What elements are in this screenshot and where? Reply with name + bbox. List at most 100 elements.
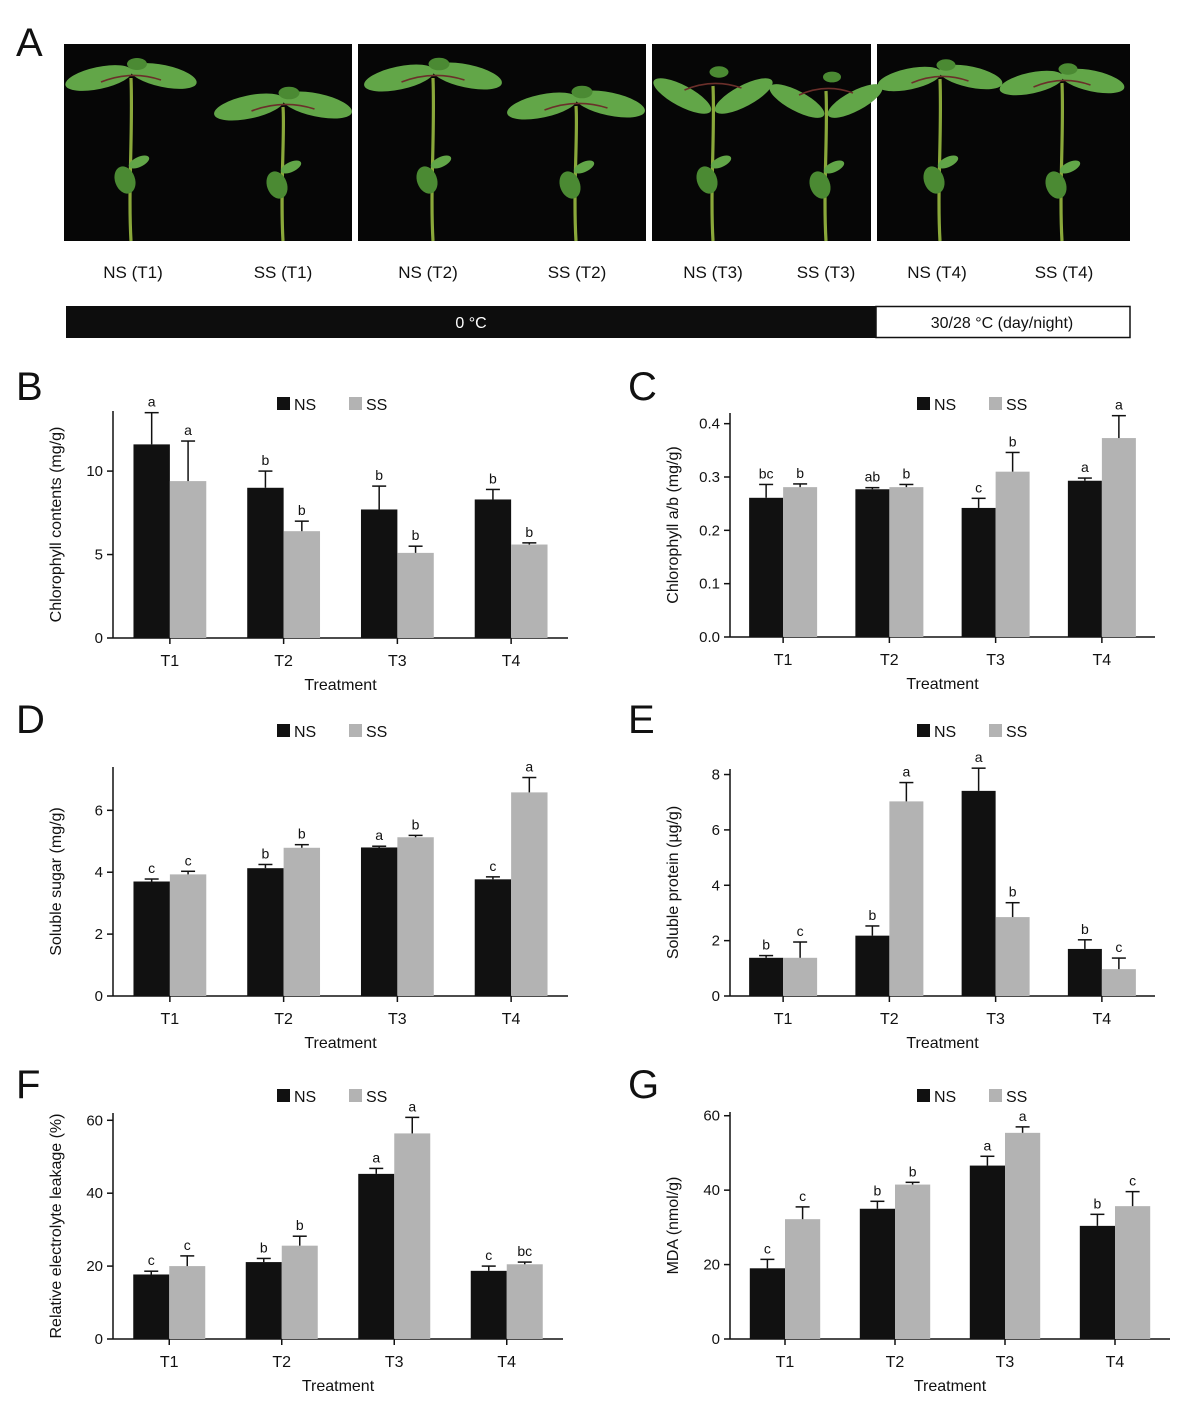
bar-ss-t2: [889, 487, 924, 637]
bar-ss-t1: [169, 874, 207, 996]
significance-label: b: [762, 937, 770, 953]
bar-ns-t3: [360, 847, 398, 996]
seedling-bud: [571, 85, 593, 99]
x-tick-label: T2: [274, 653, 293, 670]
y-tick-label: 0.1: [699, 576, 720, 593]
significance-label: c: [148, 1252, 155, 1268]
y-tick-label: 0: [95, 630, 103, 647]
bar-ns-t4: [1067, 480, 1102, 637]
significance-label: c: [489, 858, 496, 874]
legend-label-ss: SS: [366, 1089, 387, 1106]
bar-ss-t2: [281, 1245, 318, 1339]
legend-swatch-ns: [277, 397, 290, 410]
significance-label: bc: [517, 1243, 532, 1259]
seedling-bud: [1058, 63, 1078, 75]
seedling-illustrations: [65, 57, 1125, 242]
bar-ns-t4: [474, 879, 512, 996]
seedling: [214, 86, 352, 242]
panel-e: E 0 2 4 6 8 Soluble protein (µg/g) T1 b c T2 b a T3 a b…: [628, 698, 1155, 1052]
y-axis-title: Chlorophyll contents (mg/g): [48, 427, 65, 623]
significance-label: c: [184, 1237, 191, 1253]
significance-label: c: [485, 1247, 492, 1263]
panel-a: A NS (T1) SS (T1) NS (T2) SS (T2) NS (T3…: [16, 21, 1131, 339]
significance-label: b: [1081, 921, 1089, 937]
legend-label-ns: NS: [934, 1089, 956, 1106]
seedling-petiole: [1033, 79, 1091, 88]
bar-ns-t2: [855, 489, 890, 637]
panel-letter: D: [16, 698, 45, 742]
seedling-leaf: [877, 66, 941, 92]
y-tick-label: 2: [95, 926, 103, 943]
significance-label: bc: [759, 465, 774, 481]
x-tick-label: T2: [880, 1011, 899, 1028]
legend-swatch-ns: [917, 1089, 930, 1102]
bar-ns-t4: [474, 499, 512, 638]
y-tick-label: 60: [703, 1108, 720, 1125]
significance-label: c: [797, 923, 804, 939]
seedling-petiole: [684, 82, 742, 91]
bar-ss-t1: [169, 481, 207, 638]
seedling-leaf: [769, 84, 825, 118]
bar-ns-t3: [358, 1173, 395, 1339]
seedling-leaf: [653, 78, 712, 114]
bar-ss-t1: [169, 1266, 206, 1339]
seedling-petiole: [911, 75, 969, 84]
seedling-cotyledon: [128, 155, 150, 169]
seedling-stem: [710, 85, 716, 242]
photo-label-ss-t2: SS (T2): [548, 263, 607, 282]
significance-label: a: [902, 764, 910, 780]
seedling-stem: [823, 90, 829, 242]
bar-ns-t2: [245, 1262, 282, 1339]
bar-ns-t4: [1067, 948, 1102, 996]
significance-label: b: [874, 1182, 882, 1198]
seedling-leaf: [827, 84, 883, 118]
legend-swatch-ns: [917, 397, 930, 410]
legend-label-ss: SS: [1006, 1089, 1027, 1106]
seedling-cotyledon: [559, 171, 581, 199]
x-tick-label: T4: [1093, 652, 1112, 669]
bar-ss-t4: [511, 792, 548, 996]
significance-label: a: [148, 394, 156, 410]
significance-label: b: [298, 826, 306, 842]
photo-label-ns-t1: NS (T1): [103, 263, 163, 282]
seedling-leaf: [714, 78, 773, 114]
bar-ss-t2: [895, 1184, 931, 1339]
significance-label: b: [296, 1217, 304, 1233]
y-axis-title: Soluble protein (µg/g): [665, 806, 682, 959]
y-tick-label: 0: [95, 1331, 103, 1348]
x-axis-title: Treatment: [304, 1035, 377, 1052]
seedling-cotyledon: [280, 160, 302, 174]
significance-label: b: [489, 470, 497, 486]
y-tick-label: 0.0: [699, 629, 720, 646]
seedling-petiole: [401, 74, 465, 83]
seedling-petiole: [544, 102, 608, 111]
seedling-cotyledon: [937, 155, 959, 169]
photo-label-ns-t3: NS (T3): [683, 263, 743, 282]
x-tick-label: T1: [774, 652, 793, 669]
x-tick-label: T2: [886, 1354, 905, 1371]
bar-ns-t1: [749, 957, 784, 996]
seedling-cotyledon: [266, 171, 288, 199]
significance-label: c: [764, 1240, 771, 1256]
bar-ss-t4: [506, 1264, 543, 1339]
panel-b: B 0 5 10 Chlorophyll contents (mg/g) T1 a a T2 b b…: [16, 365, 568, 694]
x-tick-label: T4: [502, 1011, 521, 1028]
y-tick-label: 0: [95, 988, 103, 1005]
x-tick-label: T1: [161, 653, 180, 670]
seedling-stem: [280, 106, 286, 242]
legend-label-ns: NS: [294, 397, 316, 414]
y-tick-label: 40: [86, 1185, 103, 1202]
seedling-cotyledon: [416, 166, 438, 194]
photo-label-ns-t2: NS (T2): [398, 263, 458, 282]
photo-label-ss-t3: SS (T3): [797, 263, 856, 282]
seedling-leaf: [65, 65, 133, 91]
bar-ss-t1: [783, 957, 818, 996]
seedling: [653, 66, 773, 242]
seedling-bud: [709, 66, 729, 78]
seedling-cotyledon: [696, 166, 718, 194]
y-tick-label: 6: [95, 802, 103, 819]
panel-d: D 0 2 4 6 Soluble sugar (mg/g) T1 c c T2 b b T3 a b T4 c…: [16, 698, 568, 1052]
bar-ss-t4: [1101, 438, 1136, 637]
significance-label: c: [975, 479, 982, 495]
seedling-cotyledon: [809, 171, 831, 199]
